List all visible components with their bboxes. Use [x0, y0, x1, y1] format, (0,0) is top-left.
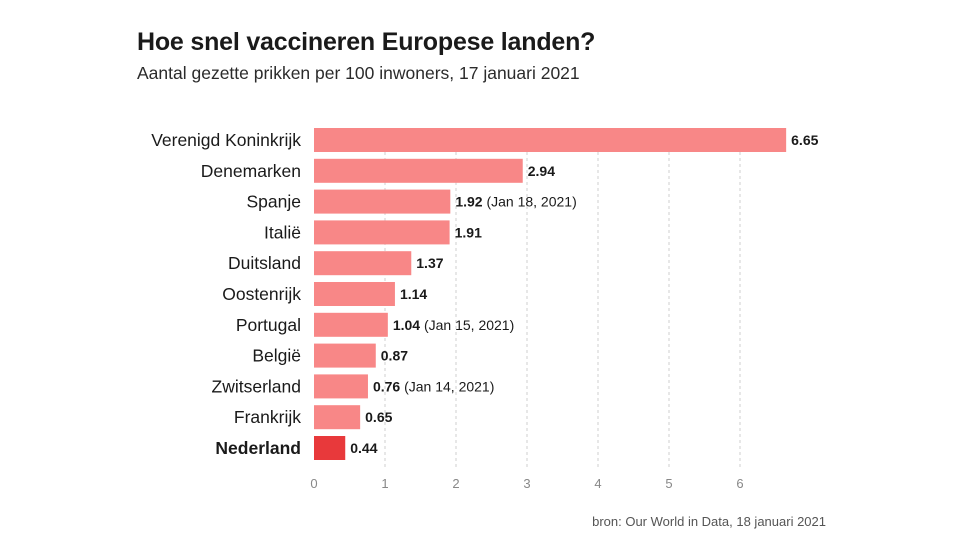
x-tick-label: 2 [452, 476, 459, 491]
x-tick-label: 3 [523, 476, 530, 491]
value-label: 1.04 (Jan 15, 2021) [393, 317, 514, 333]
x-tick-label: 4 [594, 476, 601, 491]
source-note: bron: Our World in Data, 18 januari 2021 [592, 514, 826, 529]
bar [314, 220, 450, 245]
chart-subtitle: Aantal gezette prikken per 100 inwoners,… [137, 63, 580, 83]
value-label: 1.91 [455, 224, 482, 240]
category-label: Portugal [236, 315, 301, 335]
bar [314, 158, 523, 183]
category-label: Nederland [215, 438, 301, 458]
value-label: 0.65 [365, 409, 392, 425]
x-tick-label: 5 [665, 476, 672, 491]
x-tick-label: 0 [310, 476, 317, 491]
x-tick-label: 6 [736, 476, 743, 491]
bar [314, 343, 376, 368]
value-label: 2.94 [528, 163, 555, 179]
value-label: 0.87 [381, 348, 408, 364]
bar [314, 282, 395, 306]
value-label: 1.37 [416, 255, 443, 271]
category-label: Spanje [247, 192, 302, 212]
category-label: Zwitserland [212, 376, 301, 396]
value-label: 1.14 [400, 286, 427, 302]
value-label: 0.76 (Jan 14, 2021) [373, 378, 494, 394]
category-label: Frankrijk [234, 407, 301, 427]
bar [314, 128, 787, 152]
bar [314, 312, 388, 337]
category-label: Verenigd Koninkrijk [151, 130, 301, 150]
bar [314, 436, 346, 460]
category-label: Italië [264, 222, 301, 242]
category-label: België [252, 346, 301, 366]
bar [314, 251, 412, 276]
bar [314, 189, 451, 214]
category-label: Oostenrijk [222, 284, 301, 304]
x-tick-label: 1 [381, 476, 388, 491]
bar [314, 405, 361, 430]
value-label: 1.92 (Jan 18, 2021) [455, 194, 576, 210]
bar [314, 374, 368, 399]
value-label: 0.44 [350, 440, 377, 456]
category-label: Duitsland [228, 253, 301, 273]
category-label: Denemarken [201, 161, 301, 181]
value-label: 6.65 [791, 132, 818, 148]
chart-title: Hoe snel vaccineren Europese landen? [137, 28, 596, 56]
